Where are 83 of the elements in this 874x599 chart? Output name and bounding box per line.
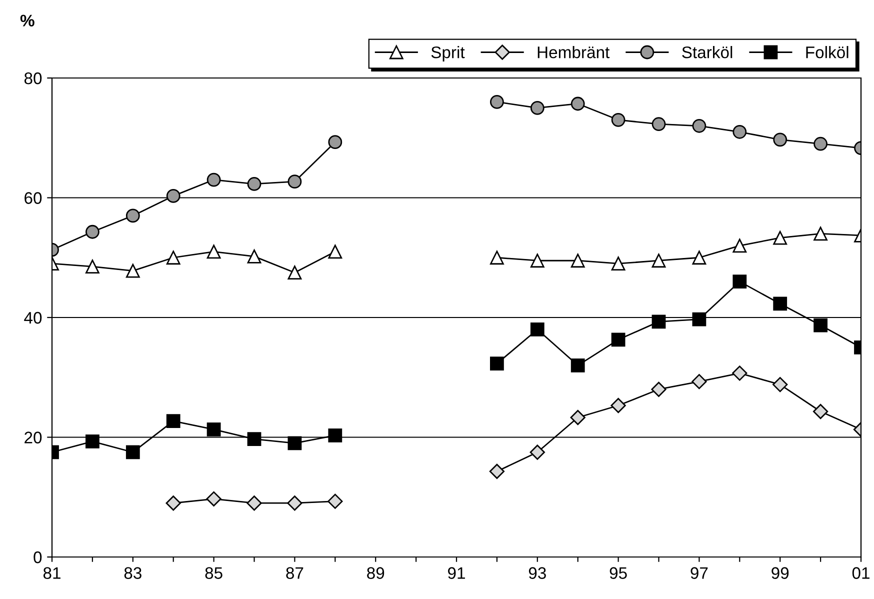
point: [287, 496, 302, 511]
point: [247, 432, 262, 446]
x-tick-label: 99: [772, 567, 789, 579]
point: [773, 296, 788, 311]
x-tick-label: 83: [124, 567, 142, 579]
point: [652, 314, 666, 329]
x-tick-label: 81: [43, 567, 60, 579]
point: [772, 376, 788, 392]
point: [86, 260, 100, 274]
point: [206, 172, 221, 187]
legend-label: Folköl: [806, 46, 848, 58]
point: [288, 436, 302, 450]
point: [328, 428, 342, 442]
point: [206, 491, 222, 506]
point: [812, 404, 828, 420]
point: [652, 254, 666, 268]
y-axis-title: %: [20, 14, 34, 26]
point: [247, 177, 262, 191]
y-tick-label: 40: [24, 312, 42, 324]
point: [126, 445, 140, 460]
point: [206, 422, 221, 436]
point: [490, 356, 504, 371]
x-tick-label: 01: [852, 567, 870, 579]
point: [611, 112, 626, 127]
point: [570, 254, 585, 268]
point: [732, 366, 748, 381]
point: [814, 318, 828, 332]
point: [732, 124, 747, 139]
y-tick-label: 60: [24, 192, 42, 204]
point: [530, 322, 544, 336]
point: [692, 118, 706, 133]
point: [328, 135, 342, 150]
legend-label: Sprit: [431, 46, 465, 62]
point: [814, 226, 828, 241]
x-tick-label: 87: [286, 567, 304, 579]
point: [86, 434, 100, 448]
point: [570, 96, 585, 111]
point: [530, 444, 545, 460]
point: [166, 189, 180, 203]
x-tick-label: 85: [205, 567, 222, 579]
y-tick-label: 80: [24, 72, 42, 84]
point: [126, 264, 140, 278]
point: [530, 100, 544, 115]
point: [611, 332, 626, 347]
point: [328, 244, 342, 259]
point: [490, 250, 504, 265]
point: [206, 244, 221, 259]
point: [288, 266, 302, 280]
point: [86, 224, 100, 239]
x-tick-label: 91: [448, 567, 465, 579]
point: [288, 174, 302, 189]
legend-label: Hembränt: [538, 46, 610, 58]
point: [126, 208, 140, 223]
x-tick-label: 89: [367, 567, 384, 579]
legend-label: Starköl: [682, 46, 732, 58]
point: [610, 398, 626, 414]
point: [166, 250, 180, 265]
point: [611, 256, 626, 271]
point: [247, 249, 262, 264]
point: [773, 132, 788, 147]
point: [652, 117, 666, 132]
point: [328, 494, 343, 509]
x-tick-label: 93: [528, 567, 546, 579]
point: [732, 274, 747, 289]
x-tick-label: 97: [690, 567, 708, 579]
point: [570, 358, 585, 372]
x-tick-label: 95: [610, 567, 627, 579]
point: [166, 496, 181, 511]
point: [489, 464, 505, 479]
point: [692, 374, 707, 390]
point: [692, 250, 706, 265]
point: [692, 312, 706, 326]
point: [166, 414, 180, 428]
y-tick-label: 0: [34, 551, 42, 564]
point: [246, 496, 262, 511]
point: [814, 136, 828, 151]
y-tick-label: 20: [24, 432, 42, 444]
point: [490, 95, 504, 109]
point: [530, 254, 544, 268]
point: [651, 382, 666, 397]
point: [570, 410, 586, 426]
point: [773, 230, 788, 245]
point: [732, 238, 747, 253]
